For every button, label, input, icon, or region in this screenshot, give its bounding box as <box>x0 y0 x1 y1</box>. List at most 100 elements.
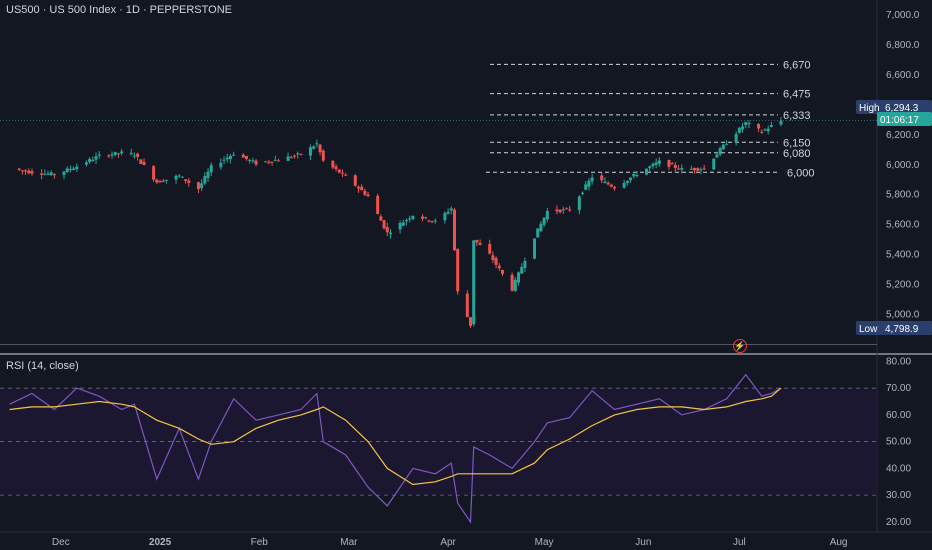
candle-body <box>622 182 626 188</box>
candle-body <box>635 175 639 177</box>
candle-body <box>129 152 133 155</box>
candle-body <box>510 274 514 291</box>
candle-body <box>590 177 594 182</box>
candle-body <box>453 209 457 251</box>
candle-body <box>648 166 652 169</box>
candle-body <box>91 159 95 162</box>
candle-body <box>120 151 124 154</box>
price-badge <box>856 100 932 114</box>
candle-body <box>270 161 274 163</box>
candle-body <box>408 218 412 220</box>
candle-body <box>187 180 191 183</box>
candle-body <box>315 143 319 145</box>
countdown-timer: 01:06:17 <box>880 115 919 126</box>
candle-body <box>251 160 255 162</box>
candle-body <box>533 238 537 259</box>
candle-body <box>699 169 703 171</box>
current-price-badge <box>877 112 932 126</box>
candle-body <box>200 183 204 189</box>
candle-body <box>177 175 181 177</box>
candle-body <box>24 170 28 172</box>
candle-body <box>376 195 380 214</box>
candle-body <box>645 168 649 175</box>
candle-body <box>331 160 335 168</box>
price-tick-label: 5,000.0 <box>886 310 920 321</box>
candle-body <box>568 209 572 211</box>
time-axis-label: Apr <box>440 537 456 548</box>
candle-body <box>520 267 524 274</box>
candle-body <box>536 228 540 238</box>
candle-body <box>766 128 770 132</box>
rsi-ma-line <box>9 387 782 486</box>
candle-body <box>20 170 24 172</box>
candle-body <box>264 161 268 163</box>
candle-body <box>139 159 143 164</box>
candle-body <box>174 175 178 180</box>
candle-body <box>456 249 460 292</box>
candle-body <box>555 209 559 212</box>
candle-body <box>94 156 98 160</box>
candle-body <box>254 160 258 165</box>
candle-body <box>677 168 681 170</box>
candle-body <box>741 126 745 130</box>
chart-title: US500 · US 500 Index · 1D · PEPPERSTONE <box>6 4 232 16</box>
candle-body <box>356 186 360 189</box>
candle-body <box>763 129 767 131</box>
candle-body <box>411 215 415 220</box>
candle-body <box>725 143 729 145</box>
candle-body <box>155 179 159 183</box>
candle-body <box>721 144 725 150</box>
time-axis-label: Mar <box>340 537 358 548</box>
candle-body <box>308 147 312 156</box>
time-axis-label: Feb <box>251 537 269 548</box>
level-label: 6,475 <box>783 89 811 101</box>
candle-body <box>72 168 76 170</box>
candle-body <box>565 208 569 210</box>
candle-body <box>340 172 344 174</box>
candle-body <box>472 240 476 325</box>
candle-body <box>385 227 389 233</box>
candle-body <box>27 170 31 174</box>
flash-icon[interactable]: ⚡ <box>733 339 747 353</box>
high-label: High <box>859 103 880 114</box>
price-tick-label: 6,000.0 <box>886 160 920 171</box>
candle-body <box>196 182 200 190</box>
candle-body <box>273 159 277 161</box>
candle-body <box>475 239 479 243</box>
candle-body <box>75 166 79 170</box>
candle-body <box>443 212 447 221</box>
candle-body <box>584 184 588 190</box>
candle-body <box>769 124 773 127</box>
candle-body <box>318 144 322 153</box>
candle-body <box>286 156 290 161</box>
candle-body <box>446 211 450 214</box>
candle-body <box>62 171 66 176</box>
candle-body <box>321 150 325 161</box>
candle-body <box>478 242 482 245</box>
candle-body <box>17 168 21 170</box>
candle-body <box>673 164 677 168</box>
candle-body <box>116 153 120 155</box>
candle-body <box>539 223 543 232</box>
candle-body <box>30 171 34 174</box>
level-label: 6,000 <box>787 167 815 179</box>
candle-body <box>587 180 591 187</box>
candle-body <box>209 165 213 173</box>
candle-body <box>292 155 296 157</box>
candle-body <box>420 216 424 219</box>
candle-body <box>465 293 469 317</box>
candle-body <box>312 146 316 149</box>
price-tick-label: 5,600.0 <box>886 220 920 231</box>
candle-body <box>398 222 402 230</box>
candle-body <box>132 155 136 157</box>
candle-body <box>657 160 661 164</box>
price-tick-label: 5,400.0 <box>886 250 920 261</box>
candle-body <box>404 219 408 222</box>
candle-body <box>757 123 761 129</box>
time-axis-label: 2025 <box>149 537 172 548</box>
rsi-tick-label: 30.00 <box>886 490 911 501</box>
candle-body <box>49 172 53 176</box>
candle-body <box>222 159 226 161</box>
candle-body <box>629 177 633 181</box>
